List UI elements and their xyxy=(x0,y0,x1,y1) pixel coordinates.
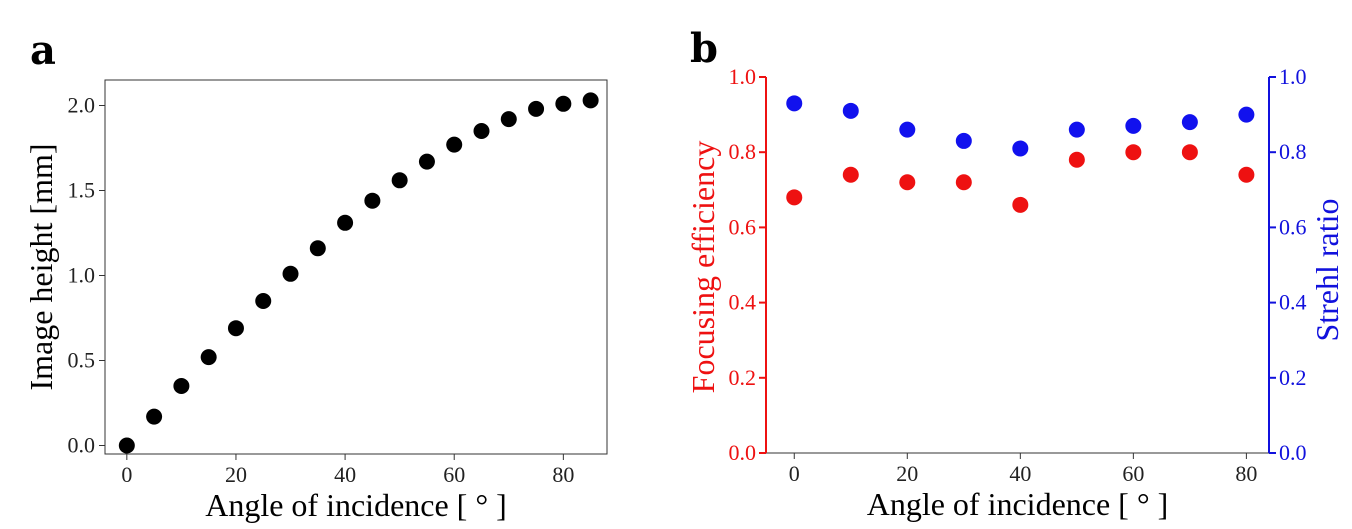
data-point-efficiency xyxy=(955,174,972,191)
data-point-efficiency xyxy=(1181,144,1198,161)
x-tick-label-b: 40 xyxy=(1009,461,1031,486)
y-tick-label-a: 0.5 xyxy=(68,348,96,373)
data-point-a xyxy=(582,92,599,109)
x-tick-label-b: 0 xyxy=(789,461,800,486)
y-axis-title-right-b: Strehl ratio xyxy=(1309,198,1345,341)
y-tick-label-right-b: 0.6 xyxy=(1279,214,1307,239)
y-axis-title-a: Image height [mm] xyxy=(23,143,59,390)
data-point-efficiency xyxy=(1125,144,1142,161)
x-tick-label-a: 20 xyxy=(225,462,247,487)
y-tick-label-left-b: 0.0 xyxy=(729,440,757,465)
data-point-strehl xyxy=(1125,117,1142,134)
y-tick-label-a: 1.0 xyxy=(68,263,96,288)
data-point-strehl xyxy=(1181,114,1198,131)
y-tick-label-left-b: 0.6 xyxy=(729,214,757,239)
y-axis-title-left-b: Focusing efficiency xyxy=(685,141,721,394)
data-point-strehl xyxy=(842,102,859,119)
panel-label-b: b xyxy=(690,25,718,72)
data-point-a xyxy=(282,265,299,282)
x-tick-label-a: 40 xyxy=(334,462,356,487)
y-tick-label-left-b: 0.2 xyxy=(729,365,757,390)
series-image-height xyxy=(118,92,599,454)
y-tick-label-a: 1.5 xyxy=(68,178,96,203)
x-axis-a: 0 20 40 60 80 xyxy=(121,454,574,487)
data-point-strehl xyxy=(955,132,972,149)
panel-label-a: a xyxy=(30,27,56,74)
data-point-a xyxy=(200,349,217,366)
data-point-a xyxy=(146,408,163,425)
y-tick-label-right-b: 0.2 xyxy=(1279,365,1307,390)
y-tick-label-right-b: 0.4 xyxy=(1279,290,1307,315)
data-point-efficiency xyxy=(899,174,916,191)
data-point-a xyxy=(555,95,572,112)
x-tick-label-b: 60 xyxy=(1122,461,1144,486)
data-point-efficiency xyxy=(1068,151,1085,168)
data-point-a xyxy=(227,320,244,337)
chart-a: 0.0 0.5 1.0 1.5 2.0 0 20 40 60 80 Angle of incid… xyxy=(23,79,608,523)
data-point-a xyxy=(418,153,435,170)
data-point-strehl xyxy=(786,95,803,112)
data-point-a xyxy=(500,111,517,128)
data-point-a xyxy=(473,123,490,139)
x-axis-title-b: Angle of incidence [ ° ] xyxy=(867,486,1169,522)
x-tick-label-a: 80 xyxy=(552,462,574,487)
y-tick-label-right-b: 0.0 xyxy=(1279,440,1307,465)
data-point-strehl xyxy=(1012,140,1029,157)
data-point-efficiency xyxy=(786,189,803,206)
data-point-efficiency xyxy=(1238,166,1255,183)
data-point-strehl xyxy=(1238,106,1255,123)
plot-frame-a xyxy=(104,79,608,455)
x-tick-label-a: 60 xyxy=(443,462,465,487)
x-axis-b: 0 20 40 60 80 xyxy=(789,453,1257,486)
x-tick-label-a: 0 xyxy=(121,462,132,487)
data-point-a xyxy=(173,378,190,394)
data-point-efficiency xyxy=(1012,196,1029,213)
x-tick-label-b: 80 xyxy=(1235,461,1257,486)
data-point-efficiency xyxy=(842,166,859,183)
data-point-a xyxy=(528,100,545,117)
data-point-a xyxy=(309,240,326,257)
data-point-a xyxy=(446,136,463,153)
y-tick-label-right-b: 0.8 xyxy=(1279,139,1307,164)
series-focusing-efficiency xyxy=(786,144,1255,213)
axes-b xyxy=(765,77,1270,454)
y-tick-label-right-b: 1.0 xyxy=(1279,64,1307,89)
y-axis-a: 0.0 0.5 1.0 1.5 2.0 xyxy=(68,93,105,458)
data-point-a xyxy=(364,192,381,209)
data-point-a xyxy=(391,172,408,189)
x-tick-label-b: 20 xyxy=(896,461,918,486)
series-strehl-ratio xyxy=(786,95,1255,157)
y-tick-label-a: 0.0 xyxy=(68,433,96,458)
data-point-a xyxy=(255,293,272,309)
data-point-a xyxy=(118,437,135,454)
x-axis-title-a: Angle of incidence [ ° ] xyxy=(205,487,507,523)
y-tick-label-left-b: 0.8 xyxy=(729,139,757,164)
chart-b: 0.0 0.2 0.4 0.6 0.8 1.0 0.0 0.2 0.4 0.6 0.8 1.0 0 2… xyxy=(685,64,1345,522)
y-tick-label-left-b: 1.0 xyxy=(729,64,757,89)
y-axis-left-b: 0.0 0.2 0.4 0.6 0.8 1.0 xyxy=(729,64,766,465)
y-tick-label-a: 2.0 xyxy=(68,93,96,118)
data-point-strehl xyxy=(899,121,916,138)
y-tick-label-left-b: 0.4 xyxy=(729,290,757,315)
data-point-strehl xyxy=(1068,121,1085,138)
y-axis-right-b: 0.0 0.2 0.4 0.6 0.8 1.0 xyxy=(1269,64,1307,465)
data-point-a xyxy=(337,214,354,231)
